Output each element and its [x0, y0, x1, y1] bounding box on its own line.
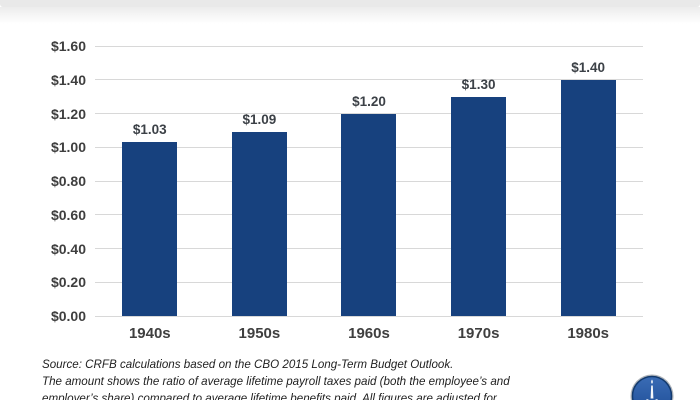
bar-value-label: $1.30 — [461, 76, 496, 92]
bar-slot: $1.03 — [95, 46, 205, 316]
x-tick-label: 1940s — [128, 325, 171, 342]
gridline — [95, 45, 643, 47]
y-tick-label: $1.60 — [50, 38, 86, 54]
bar-value-label: $1.09 — [242, 112, 277, 128]
bar-1980s — [560, 79, 616, 316]
footer-notes: Source: CRFB calculations based on the C… — [42, 356, 622, 400]
bar-value-label: $1.20 — [352, 93, 386, 109]
x-axis: 1940s 1950s 1960s 1970s 1980s — [95, 325, 643, 342]
bar-slot: $1.20 — [314, 46, 424, 316]
y-tick-label: $1.00 — [50, 139, 86, 156]
crfb-seal-logo — [628, 372, 676, 400]
source-note: Source: CRFB calculations based on the C… — [42, 358, 454, 371]
y-tick-label: $0.20 — [50, 274, 86, 291]
y-tick-label: $0.40 — [50, 240, 86, 257]
y-tick-label: $1.20 — [50, 105, 86, 122]
bar-1970s — [451, 96, 507, 316]
y-axis: $1.60 $1.40 $1.20 $1.00 $0.80 $0.60 $0.40 $0.20… — [0, 38, 86, 324]
bar-1950s — [231, 132, 287, 316]
bar-1960s — [341, 113, 397, 316]
bar-1940s — [122, 142, 178, 316]
x-tick-label: 1980s — [567, 325, 610, 342]
y-tick-label: $1.40 — [50, 71, 86, 88]
y-tick-label: $0.60 — [50, 206, 86, 223]
plot-area: $1.03 $1.09 $1.20 $1.30 $1.40 — [95, 45, 643, 317]
banner-drop-shadow — [0, 7, 700, 24]
x-tick-label: 1960s — [348, 325, 390, 342]
cropped-banner-edge — [0, 0, 700, 7]
bar-value-label: $1.03 — [132, 122, 167, 138]
seal-icon — [630, 374, 674, 400]
x-tick-label: 1950s — [238, 325, 281, 342]
bar-slot: $1.30 — [424, 46, 534, 316]
y-tick-label: $0.80 — [50, 173, 86, 189]
gridline — [95, 315, 643, 317]
bar-series: $1.03 $1.09 $1.20 $1.30 $1.40 — [95, 46, 643, 316]
gridline — [95, 79, 643, 81]
bar-value-label: $1.40 — [571, 59, 606, 75]
x-tick-label: 1970s — [457, 325, 500, 342]
description-note-line1: The amount shows the ratio of average li… — [42, 375, 510, 388]
bar-slot: $1.09 — [205, 46, 315, 316]
y-tick-label: $0.00 — [50, 308, 86, 324]
description-note-line2: employer’s share) compared to average li… — [42, 392, 497, 400]
bar-slot: $1.40 — [533, 46, 643, 316]
